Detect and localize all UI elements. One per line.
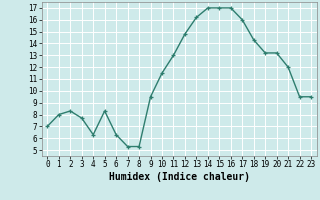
X-axis label: Humidex (Indice chaleur): Humidex (Indice chaleur) <box>109 172 250 182</box>
